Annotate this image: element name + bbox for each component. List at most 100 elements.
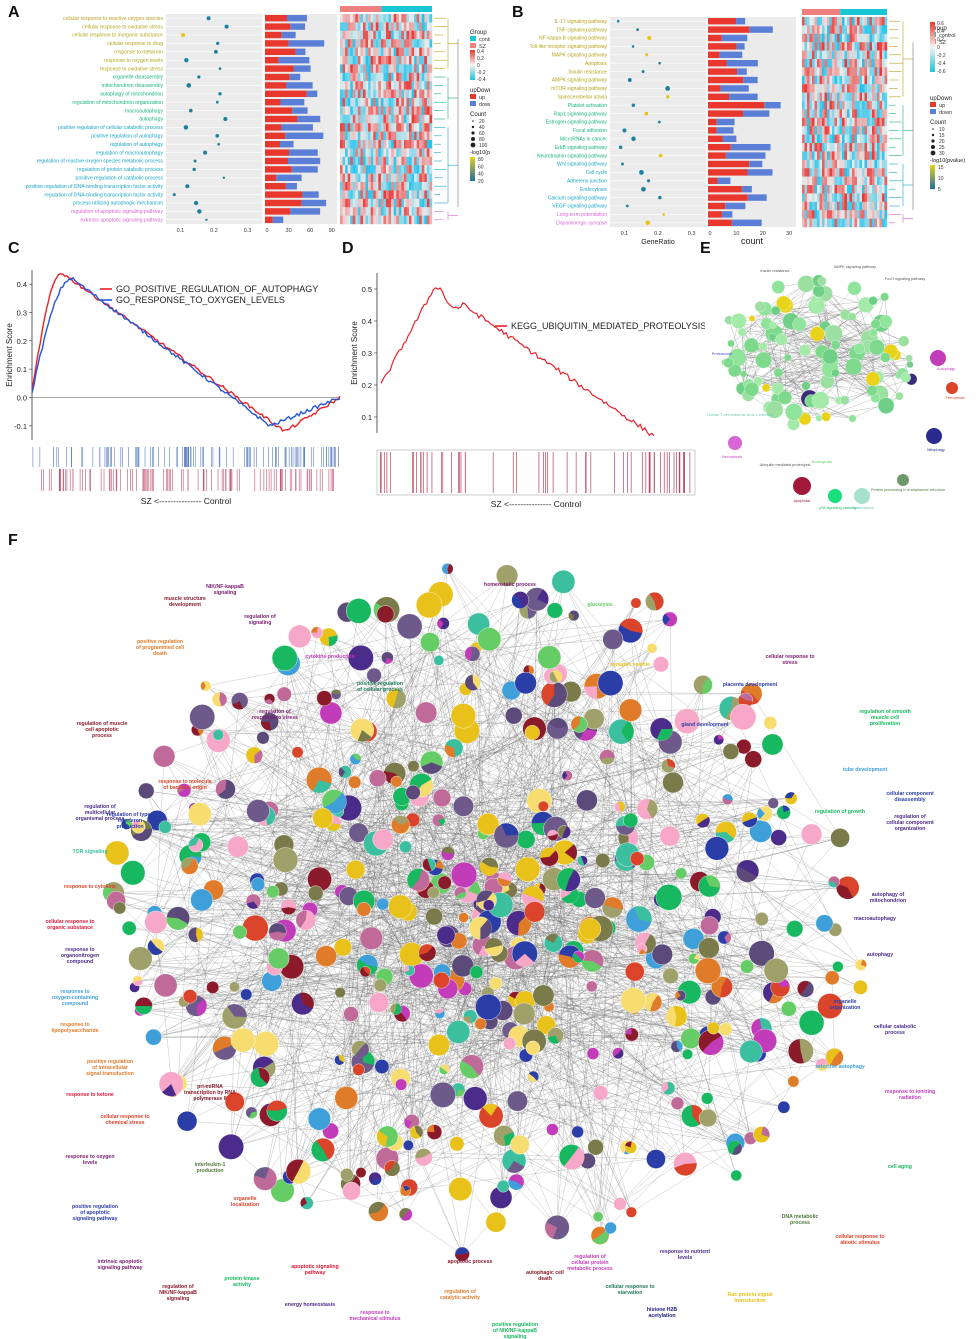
panel-label-d: D	[342, 240, 354, 257]
edge	[163, 615, 574, 757]
heat-cell	[365, 182, 369, 191]
pval-tick: 20	[478, 179, 484, 185]
network-node-circle	[229, 981, 240, 993]
heat-cell	[814, 75, 818, 85]
heat-cell	[345, 190, 348, 199]
network-node	[404, 1114, 420, 1130]
heat-cell	[424, 114, 428, 124]
heat-cell	[872, 168, 875, 177]
heat-cell	[862, 117, 865, 127]
heat-cell	[812, 101, 815, 110]
heat-cell	[834, 17, 838, 26]
network-node-slice	[825, 1048, 841, 1066]
edge	[136, 963, 627, 1148]
heat-cell	[879, 143, 883, 152]
heat-cell	[809, 33, 813, 43]
heat-cell	[380, 148, 384, 157]
heat-cell	[360, 165, 364, 174]
heat-cell	[824, 201, 828, 211]
heat-cell	[365, 56, 369, 65]
edge	[738, 320, 810, 399]
heat-cell	[847, 59, 850, 68]
heat-cell	[401, 165, 405, 174]
heat-cell	[847, 33, 850, 43]
heat-cell	[817, 210, 820, 219]
heat-cell	[409, 98, 412, 107]
heat-cell	[854, 193, 858, 202]
heat-cell	[340, 56, 343, 65]
heat-cell	[832, 159, 835, 169]
heat-cell	[416, 190, 420, 199]
heat-cell	[862, 168, 865, 177]
heat-cell	[419, 131, 422, 141]
heat-cell	[837, 33, 840, 43]
heat-cell	[809, 210, 813, 219]
network-node	[879, 315, 893, 329]
heat-cell	[360, 207, 364, 216]
legend-swatch-down	[930, 109, 936, 114]
gene-ratio-title: GeneRatio	[641, 239, 675, 245]
edge	[326, 955, 459, 1033]
edge	[555, 831, 565, 1036]
heat-cell	[867, 109, 870, 118]
network-node	[586, 980, 598, 993]
network-node-circle	[368, 992, 390, 1013]
network-node-slice	[643, 993, 659, 1012]
heat-cell	[373, 131, 376, 141]
heat-cell	[874, 201, 878, 211]
heat-cell	[822, 92, 825, 102]
heat-cell	[347, 72, 351, 82]
heat-cell	[409, 39, 412, 48]
network-node-slice	[662, 613, 670, 625]
network-node	[695, 813, 711, 828]
heat-cell	[834, 185, 838, 194]
heat-cell	[817, 176, 820, 186]
edge	[360, 684, 704, 1173]
heat-cell	[373, 98, 376, 107]
bar-up	[265, 90, 307, 97]
heat-cell	[350, 148, 353, 157]
heat-cell	[849, 218, 853, 228]
heat-cell	[844, 75, 848, 85]
heat-cell	[380, 156, 384, 166]
heat-cell	[375, 72, 379, 82]
heat-cell	[424, 207, 428, 216]
heat-cell	[347, 114, 351, 124]
edge	[184, 731, 367, 791]
heat-cell	[396, 123, 399, 132]
heat-cell	[824, 33, 828, 43]
heat-cell	[844, 92, 848, 102]
heat-cell	[347, 148, 351, 157]
heat-cell	[814, 101, 818, 110]
heat-cell	[814, 84, 818, 93]
heat-cell	[874, 50, 878, 60]
bar-up	[708, 152, 726, 159]
gene-ratio-tick: 0.3	[688, 231, 696, 237]
heat-cell	[363, 173, 366, 183]
heat-cell	[424, 190, 428, 199]
heat-cell	[414, 140, 417, 149]
network-node-outer	[926, 428, 942, 444]
heat-cell	[360, 72, 364, 82]
heat-cell	[857, 101, 860, 110]
network-node	[516, 830, 536, 849]
heat-cell	[844, 168, 848, 177]
heat-cell	[398, 215, 402, 225]
heat-cell	[409, 165, 412, 174]
edge	[340, 883, 442, 993]
heat-cell	[837, 143, 840, 152]
heat-cell	[426, 148, 430, 157]
edge	[453, 747, 836, 930]
heat-cell	[857, 17, 860, 26]
heat-cell	[882, 84, 885, 93]
heat-cell	[411, 215, 415, 225]
heat-cell	[363, 148, 366, 157]
heat-cell	[419, 165, 422, 174]
heat-cell	[859, 84, 863, 93]
heat-cell	[809, 117, 813, 127]
heat-cell	[844, 67, 848, 76]
network-node	[815, 914, 834, 933]
heat-cell	[393, 98, 397, 107]
heat-cell	[342, 98, 346, 107]
heat-cell	[352, 215, 356, 225]
